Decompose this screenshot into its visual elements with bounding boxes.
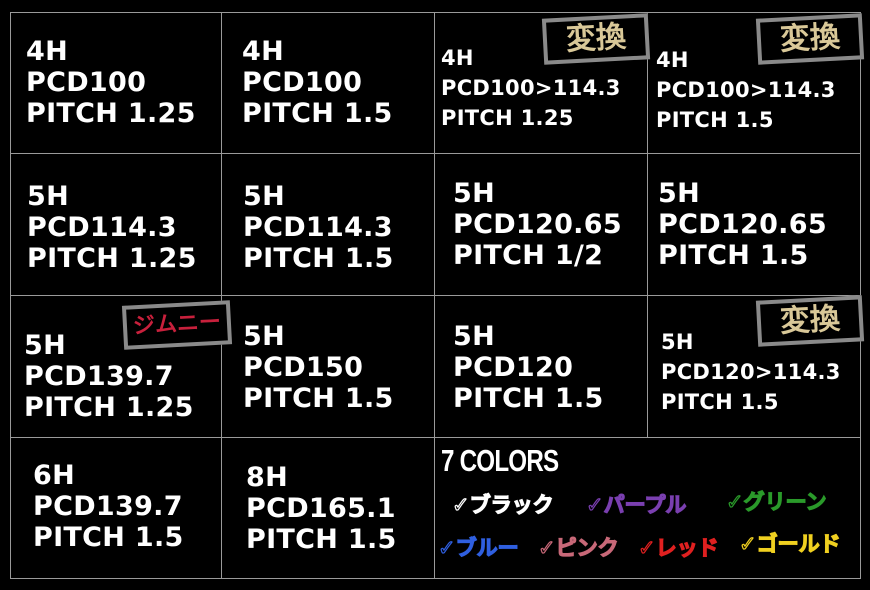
hole-count: 5H — [24, 330, 66, 361]
pitch: PITCH 1.5 — [658, 240, 809, 271]
hole-count: 5H — [453, 321, 495, 352]
grid-line — [647, 12, 648, 437]
pitch: PITCH 1.25 — [26, 98, 196, 129]
pcd: PCD120.65 — [453, 209, 622, 240]
hole-count: 6H — [33, 460, 75, 491]
pcd: PCD139.7 — [33, 491, 183, 522]
hole-count: 4H — [441, 46, 474, 70]
pitch: PITCH 1.5 — [242, 98, 393, 129]
pitch: PITCH 1.5 — [243, 383, 394, 414]
pitch: PITCH 1.25 — [24, 392, 194, 423]
color-option-black: ✓ブラック — [451, 492, 554, 517]
pcd: PCD100 — [242, 67, 363, 98]
spec-cell: 5H PCD114.3 PITCH 1.5 — [243, 181, 394, 274]
jimny-badge: ジムニー — [121, 300, 233, 350]
hole-count: 4H — [656, 48, 689, 72]
spec-cell: 8H PCD165.1 PITCH 1.5 — [246, 462, 397, 555]
pitch: PITCH 1.5 — [243, 243, 394, 274]
color-option-purple: ✓パープル — [585, 492, 687, 517]
spec-cell: 5H PCD139.7 PITCH 1.25 — [24, 330, 194, 423]
spec-cell: 5H PCD120 PITCH 1.5 — [453, 321, 604, 414]
spec-cell: 4H PCD100 PITCH 1.25 — [26, 36, 196, 129]
hole-count: 5H — [243, 181, 285, 212]
spec-cell: 5H PCD150 PITCH 1.5 — [243, 321, 394, 414]
pcd: PCD120>114.3 — [661, 360, 841, 384]
spec-cell: 5H PCD114.3 PITCH 1.25 — [27, 181, 197, 274]
spec-cell: 5H PCD120.65 PITCH 1/2 — [453, 178, 622, 271]
spec-cell: 4H PCD100 PITCH 1.5 — [242, 36, 393, 129]
pitch: PITCH 1.25 — [27, 243, 197, 274]
pcd: PCD100 — [26, 67, 147, 98]
pcd: PCD120 — [453, 352, 574, 383]
pitch: PITCH 1.5 — [453, 383, 604, 414]
hole-count: 5H — [243, 321, 285, 352]
grid-line — [10, 12, 861, 13]
grid-line — [10, 295, 861, 296]
pcd: PCD139.7 — [24, 361, 174, 392]
color-option-red: ✓レッド — [637, 535, 719, 560]
hole-count: 8H — [246, 462, 288, 493]
spec-cell: 5H PCD120.65 PITCH 1.5 — [658, 178, 827, 271]
color-option-gold: ✓ゴールド — [738, 531, 841, 556]
pitch: PITCH 1.5 — [246, 524, 397, 555]
grid-line — [434, 12, 435, 579]
hole-count: 4H — [26, 36, 68, 67]
spec-cell: 6H PCD139.7 PITCH 1.5 — [33, 460, 184, 553]
pcd: PCD165.1 — [246, 493, 396, 524]
pcd: PCD150 — [243, 352, 364, 383]
pcd: PCD100>114.3 — [441, 76, 621, 100]
grid-line — [10, 437, 861, 438]
grid-line — [10, 12, 11, 579]
colors-title: 7 COLORS — [441, 443, 559, 478]
grid-line — [10, 153, 861, 154]
spec-cell: 4H PCD100>114.3 PITCH 1.25 — [441, 43, 621, 133]
pcd: PCD120.65 — [658, 209, 827, 240]
hole-count: 5H — [661, 330, 694, 354]
hole-count: 5H — [453, 178, 495, 209]
pitch: PITCH 1.5 — [661, 390, 779, 414]
pitch: PITCH 1.5 — [33, 522, 184, 553]
hole-count: 4H — [242, 36, 284, 67]
grid-line — [221, 12, 222, 579]
spec-cell: 4H PCD100>114.3 PITCH 1.5 — [656, 45, 836, 135]
hole-count: 5H — [27, 181, 69, 212]
color-option-green: ✓グリーン — [725, 489, 827, 514]
spec-cell: 5H PCD120>114.3 PITCH 1.5 — [661, 327, 841, 417]
color-option-pink: ✓ピンク — [537, 535, 619, 560]
pcd: PCD114.3 — [243, 212, 393, 243]
hole-count: 5H — [658, 178, 700, 209]
pitch: PITCH 1.5 — [656, 108, 774, 132]
pitch: PITCH 1.25 — [441, 106, 574, 130]
pcd: PCD114.3 — [27, 212, 177, 243]
color-option-blue: ✓ブルー — [437, 535, 519, 560]
pcd: PCD100>114.3 — [656, 78, 836, 102]
pitch: PITCH 1/2 — [453, 240, 604, 271]
grid-line — [10, 578, 861, 579]
